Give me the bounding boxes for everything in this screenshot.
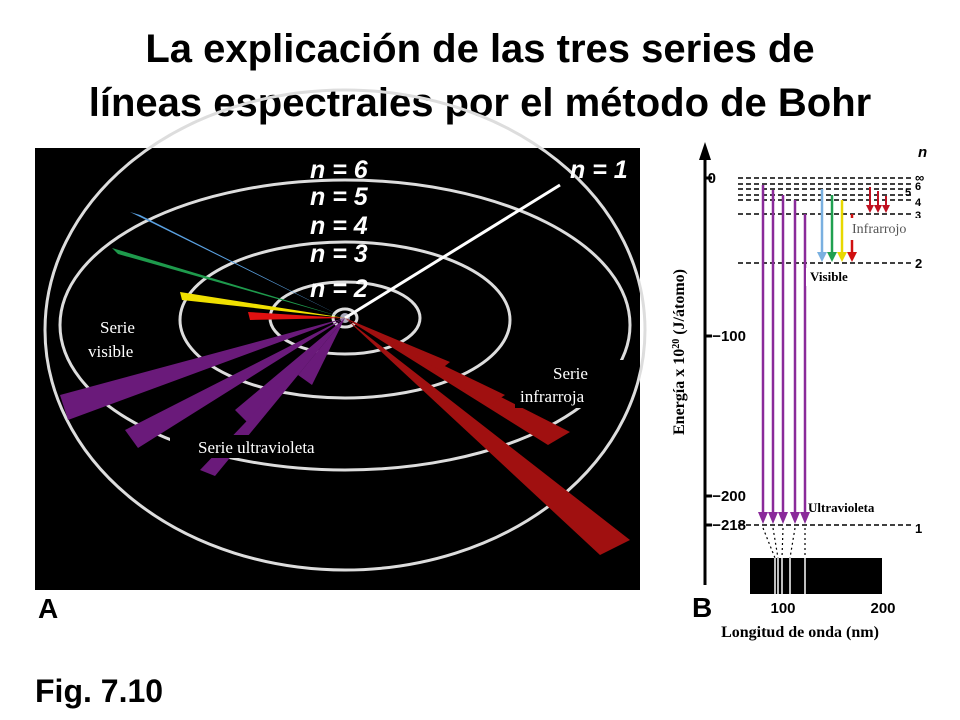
panel-b: 0 −100 −200 −218 Energía x 1020 (J/átomo… bbox=[671, 142, 930, 641]
ray bbox=[112, 248, 345, 318]
region-label: Ultravioleta bbox=[808, 500, 875, 515]
level-label: 2 bbox=[915, 256, 922, 271]
y-axis-label: Energía x 1020 (J/átomo) bbox=[671, 269, 689, 435]
y-tick-label: −100 bbox=[712, 328, 746, 345]
x-axis-label: Longitud de onda (nm) bbox=[721, 624, 879, 641]
region-label: Visible bbox=[810, 269, 848, 284]
title-line: La explicación de las tres series de bbox=[145, 27, 814, 71]
label-box bbox=[170, 435, 375, 458]
level-label: 4 bbox=[915, 197, 922, 209]
level-label: 5 bbox=[905, 187, 911, 199]
ray bbox=[180, 292, 345, 318]
axis-arrow bbox=[699, 142, 711, 160]
y-label-part: Energía x 10 bbox=[671, 349, 688, 435]
series-label: Serie bbox=[100, 318, 135, 337]
ir-transitions bbox=[869, 187, 887, 206]
label-box bbox=[78, 315, 160, 367]
axis-ticks bbox=[705, 176, 712, 527]
panel-letter: A bbox=[38, 593, 58, 624]
y-label-part: 20 bbox=[671, 339, 682, 349]
ir-arrowheads bbox=[866, 205, 890, 213]
y-tick-label: −200 bbox=[712, 488, 746, 505]
level-label: 1 bbox=[915, 521, 922, 536]
ray bbox=[130, 212, 345, 318]
y-tick-labels: 0 −100 −200 −218 bbox=[708, 170, 746, 534]
uv-transitions bbox=[761, 185, 807, 512]
orbits bbox=[43, 88, 647, 572]
orbit-label: n = 4 bbox=[310, 212, 368, 240]
level-label: 3 bbox=[915, 210, 921, 222]
level-label: ∞ bbox=[915, 170, 924, 185]
x-tick-label: 200 bbox=[870, 600, 895, 617]
ray bbox=[248, 312, 345, 320]
orbit-label: n = 1 bbox=[570, 156, 628, 184]
y-label-part: (J/átomo) bbox=[671, 269, 688, 339]
series-label: visible bbox=[88, 342, 133, 361]
orbit-label: n = 3 bbox=[310, 240, 368, 268]
projection-lines bbox=[762, 527, 806, 559]
figure-label: Fig. 7.10 bbox=[35, 673, 163, 709]
energy-levels bbox=[738, 177, 912, 526]
spectrum bbox=[750, 558, 882, 594]
label-box bbox=[515, 360, 625, 408]
orbit-label: n = 2 bbox=[310, 275, 368, 303]
orbit-label: n = 5 bbox=[310, 183, 369, 211]
region-label: Infrarrojo bbox=[852, 222, 906, 237]
orbit-labels: n = 6 n = 5 n = 4 n = 3 n = 2 n = 1 bbox=[310, 156, 628, 303]
x-tick-label: 100 bbox=[770, 600, 795, 617]
label-box bbox=[806, 268, 886, 286]
ir-rays bbox=[345, 318, 630, 555]
level-labels: ∞ 6 5 4 3 2 1 bbox=[905, 170, 924, 536]
orbit-label: n = 6 bbox=[310, 156, 369, 184]
ray bbox=[344, 183, 561, 320]
label-box bbox=[848, 218, 930, 240]
n-header: n bbox=[918, 144, 927, 161]
series-label: Serie bbox=[553, 364, 588, 383]
series-label: infrarroja bbox=[520, 387, 585, 406]
spectral-lines bbox=[774, 558, 806, 594]
panel-letter: B bbox=[692, 592, 712, 623]
series-label: Serie ultravioleta bbox=[198, 438, 315, 457]
y-tick-label: −218 bbox=[712, 517, 746, 534]
panel-a: n = 6 n = 5 n = 4 n = 3 n = 2 n = 1 Seri… bbox=[35, 88, 647, 590]
level-label: 6 bbox=[915, 181, 921, 193]
title-line: líneas espectrales por el método de Bohr bbox=[89, 81, 871, 125]
y-tick-label: 0 bbox=[708, 170, 716, 187]
uv-arrowheads bbox=[758, 512, 810, 524]
